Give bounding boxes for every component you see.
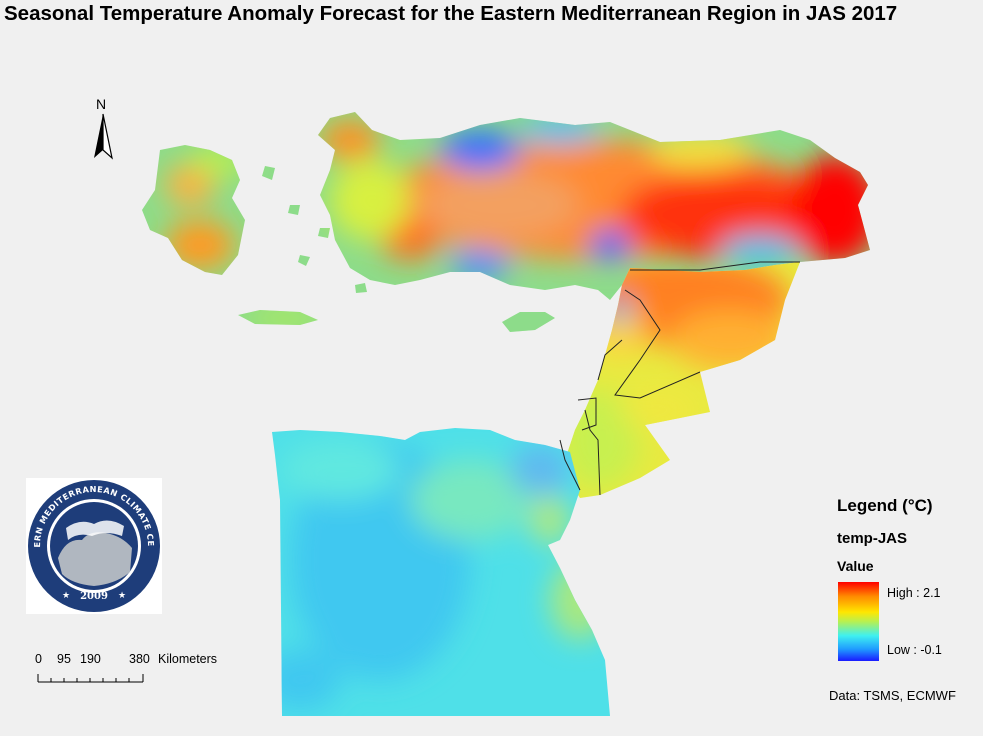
svg-text:★: ★ [118,590,126,600]
emcc-logo: 2009 ★ ★ EASTERN MEDITERRANEAN CLIMATE C… [22,470,162,614]
north-arrow-label: N [96,96,107,112]
north-arrow-icon [94,113,113,160]
legend-title: Legend (°C) [837,496,933,515]
legend-color-ramp [838,582,879,661]
svg-text:2009: 2009 [80,591,108,602]
legend-value-label: Value [837,558,874,574]
data-source: Data: TSMS, ECMWF [829,688,956,703]
map-title: Seasonal Temperature Anomaly Forecast fo… [4,2,898,25]
scale-unit: Kilometers [158,652,218,666]
legend-high-label: High : 2.1 [887,586,941,600]
legend-layer-name: temp-JAS [837,530,908,547]
svg-text:★: ★ [62,590,70,600]
scale-tick-380: 380 [129,652,150,666]
scale-tick-0: 0 [35,652,42,666]
scale-bar [37,674,144,683]
scale-tick-190: 190 [80,652,101,666]
emcc-seal-icon: 2009 ★ ★ EASTERN MEDITERRANEAN CLIMATE C… [22,470,160,612]
scale-tick-95: 95 [57,652,71,666]
legend-low-label: Low : -0.1 [887,643,942,657]
